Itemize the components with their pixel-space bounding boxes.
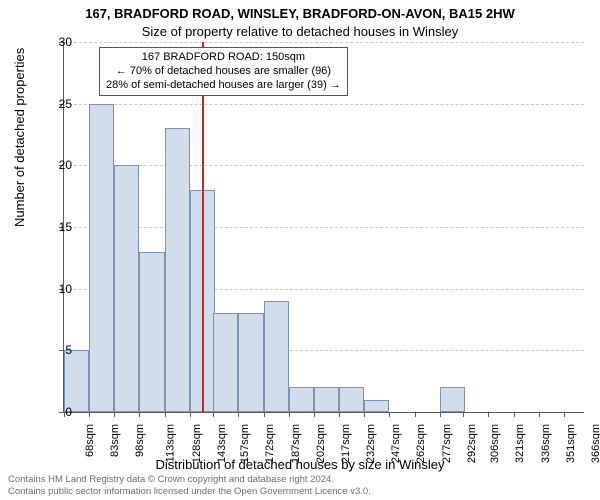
histogram-bar [64,350,89,412]
plot-area: 167 BRADFORD ROAD: 150sqm← 70% of detach… [63,42,584,413]
histogram-bar [89,104,114,412]
histogram-bar [114,165,139,412]
x-tick [539,412,540,417]
x-tick-label: 262sqm [416,424,428,463]
x-tick [514,412,515,417]
footer-line1: Contains HM Land Registry data © Crown c… [8,474,371,485]
histogram-bar [364,400,389,412]
histogram-bar [440,387,465,412]
x-tick [488,412,489,417]
x-tick [389,412,390,417]
x-tick [139,412,140,417]
x-tick [289,412,290,417]
y-tick-label: 0 [42,405,72,419]
annotation-box: 167 BRADFORD ROAD: 150sqm← 70% of detach… [99,47,348,96]
histogram-bar [213,313,238,412]
footer-attribution: Contains HM Land Registry data © Crown c… [8,474,371,497]
x-tick [165,412,166,417]
x-tick-label: 217sqm [340,424,352,463]
x-tick-label: 336sqm [540,424,552,463]
histogram-bar [289,387,314,412]
annotation-line: ← 70% of detached houses are smaller (96… [106,65,341,79]
chart-title-line1: 167, BRADFORD ROAD, WINSLEY, BRADFORD-ON… [0,6,600,21]
gridline [64,227,584,228]
y-tick-label: 20 [42,158,72,172]
reference-line [202,42,204,412]
x-tick-label: 157sqm [239,424,251,463]
histogram-bar [264,301,289,412]
x-tick [314,412,315,417]
x-tick-label: 232sqm [365,424,377,463]
x-tick [339,412,340,417]
histogram-bar [238,313,263,412]
y-tick-label: 15 [42,220,72,234]
x-tick-label: 128sqm [191,424,203,463]
x-tick-label: 68sqm [84,424,96,457]
histogram-bar [165,128,190,412]
x-tick [238,412,239,417]
x-tick-label: 83sqm [109,424,121,457]
footer-line2: Contains public sector information licen… [8,486,371,497]
annotation-line: 28% of semi-detached houses are larger (… [106,79,341,93]
x-tick-label: 306sqm [489,424,501,463]
x-tick [463,412,464,417]
y-tick-label: 10 [42,282,72,296]
x-tick-label: 202sqm [315,424,327,463]
gridline [64,104,584,105]
y-tick-label: 25 [42,97,72,111]
y-tick-label: 5 [42,343,72,357]
x-tick-label: 366sqm [590,424,600,463]
x-tick [415,412,416,417]
histogram-bar [339,387,364,412]
x-tick [213,412,214,417]
gridline [64,42,584,43]
x-tick [364,412,365,417]
x-tick [89,412,90,417]
x-tick [440,412,441,417]
x-tick-label: 247sqm [390,424,402,463]
x-tick-label: 98sqm [134,424,146,457]
x-tick-label: 143sqm [216,424,228,463]
x-tick [190,412,191,417]
x-tick-label: 292sqm [466,424,478,463]
x-tick-label: 351sqm [565,424,577,463]
chart-title-line2: Size of property relative to detached ho… [0,24,600,39]
x-tick-label: 277sqm [441,424,453,463]
x-tick-label: 187sqm [290,424,302,463]
y-axis-label: Number of detached properties [12,48,27,227]
histogram-bar [314,387,339,412]
x-tick-label: 113sqm [165,424,177,462]
x-tick [114,412,115,417]
y-tick-label: 30 [42,35,72,49]
x-tick [564,412,565,417]
x-tick-label: 172sqm [265,424,277,463]
annotation-line: 167 BRADFORD ROAD: 150sqm [106,51,341,65]
chart-container: 167, BRADFORD ROAD, WINSLEY, BRADFORD-ON… [0,0,600,500]
gridline [64,165,584,166]
x-tick-label: 321sqm [515,424,527,463]
histogram-bar [139,252,164,412]
x-tick [264,412,265,417]
